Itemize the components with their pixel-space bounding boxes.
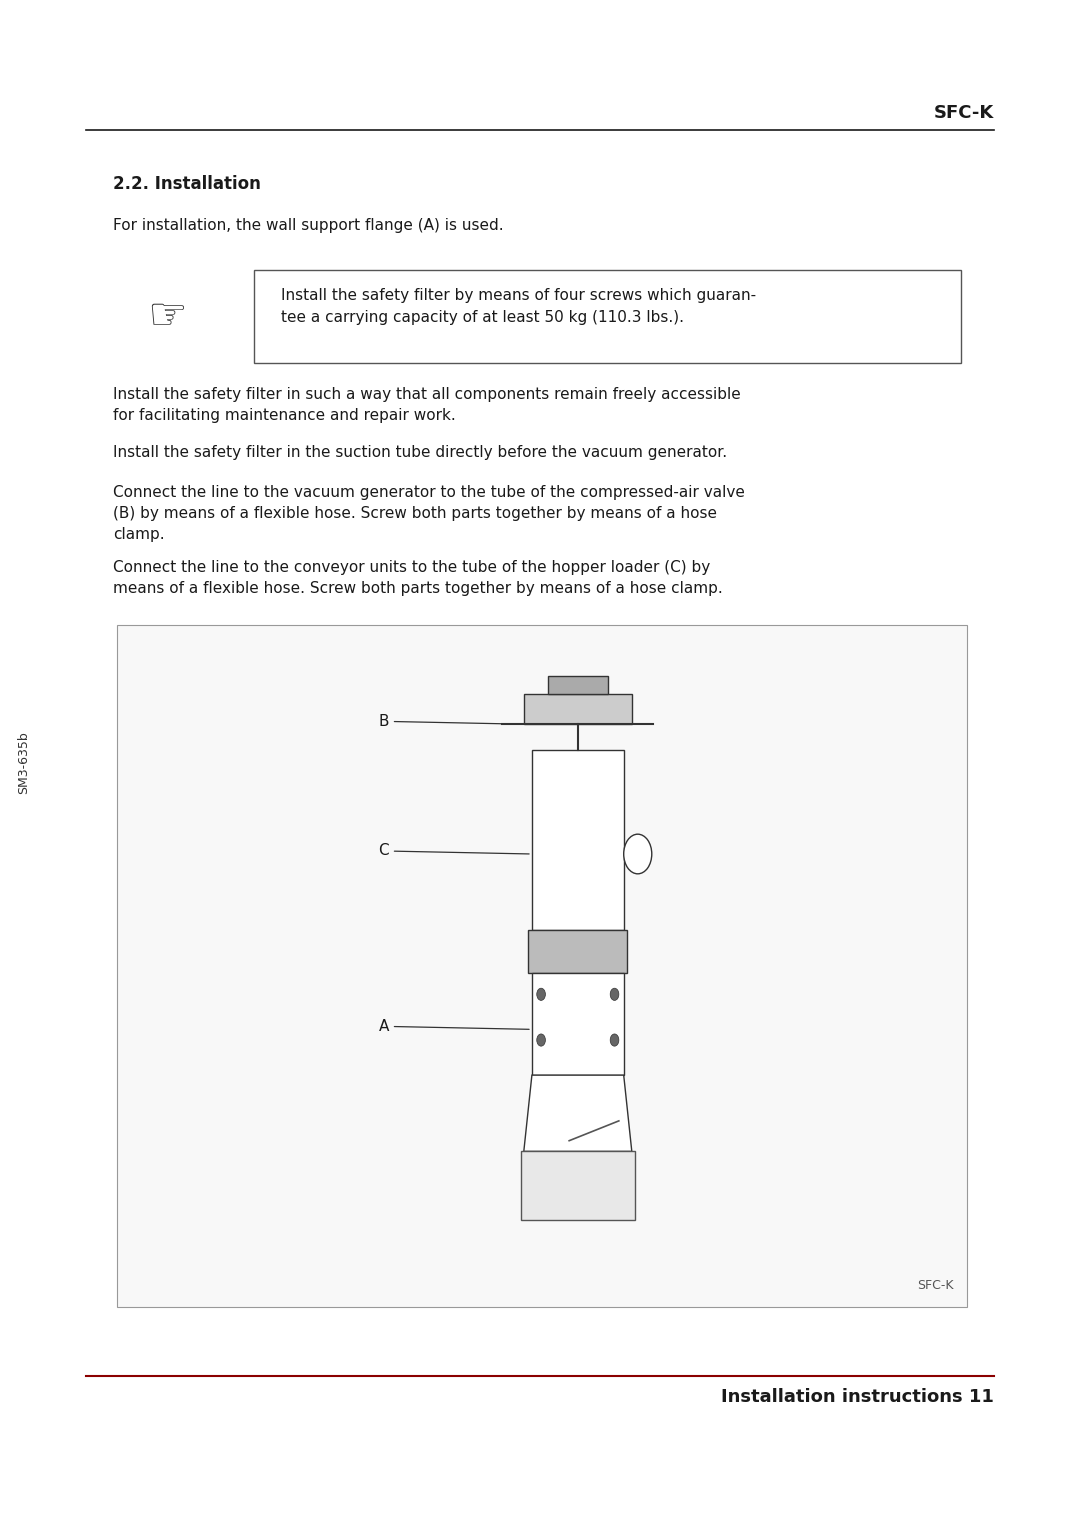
Bar: [532, 750, 624, 930]
Bar: [528, 930, 627, 973]
Text: B: B: [378, 714, 529, 729]
Circle shape: [537, 988, 545, 1000]
Text: Install the safety filter in such a way that all components remain freely access: Install the safety filter in such a way …: [113, 387, 741, 424]
Text: C: C: [378, 843, 529, 859]
Text: For installation, the wall support flange (A) is used.: For installation, the wall support flang…: [113, 218, 504, 233]
Bar: [522, 1151, 635, 1220]
Text: Connect the line to the vacuum generator to the tube of the compressed-air valve: Connect the line to the vacuum generator…: [113, 485, 745, 541]
Text: ☞: ☞: [148, 294, 187, 339]
Circle shape: [537, 1034, 545, 1046]
Circle shape: [610, 1034, 619, 1046]
Bar: [532, 973, 624, 1075]
Bar: [549, 676, 608, 694]
Text: SFC-K: SFC-K: [917, 1278, 954, 1292]
Text: SM3-635b: SM3-635b: [17, 730, 30, 795]
Polygon shape: [524, 1075, 632, 1151]
Text: SFC-K: SFC-K: [933, 104, 994, 122]
Circle shape: [624, 834, 652, 874]
Text: 2.2. Installation: 2.2. Installation: [113, 175, 261, 194]
Text: Connect the line to the conveyor units to the tube of the hopper loader (C) by
m: Connect the line to the conveyor units t…: [113, 560, 724, 596]
Text: Installation instructions 11: Installation instructions 11: [720, 1388, 994, 1406]
FancyBboxPatch shape: [117, 625, 967, 1307]
Text: A: A: [378, 1019, 529, 1034]
Circle shape: [610, 988, 619, 1000]
Bar: [524, 694, 632, 724]
FancyBboxPatch shape: [254, 270, 961, 363]
Text: Install the safety filter by means of four screws which guaran-
tee a carrying c: Install the safety filter by means of fo…: [281, 288, 756, 325]
Text: Install the safety filter in the suction tube directly before the vacuum generat: Install the safety filter in the suction…: [113, 445, 728, 461]
